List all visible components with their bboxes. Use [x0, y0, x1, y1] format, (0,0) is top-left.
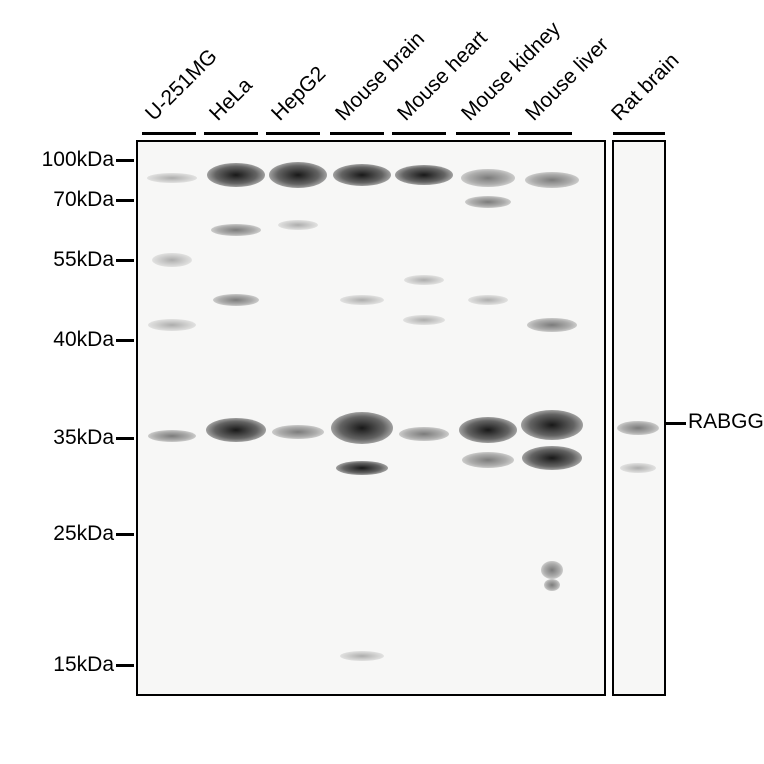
blot-band [336, 461, 388, 475]
blot-band [148, 430, 196, 442]
mw-label: 55kDa [20, 248, 114, 272]
blot-band [525, 172, 579, 188]
mw-tick [116, 533, 134, 536]
blot-band [211, 224, 261, 236]
blot-band [333, 164, 391, 186]
mw-tick [116, 159, 134, 162]
mw-tick [116, 437, 134, 440]
blot-band [521, 410, 583, 440]
blot-band [541, 561, 563, 579]
blot-band [527, 318, 577, 332]
mw-label: 100kDa [20, 148, 114, 172]
blot-band [340, 295, 384, 305]
blot-band [465, 196, 511, 208]
mw-tick [116, 199, 134, 202]
blot-band [272, 425, 324, 439]
blot-band [404, 275, 444, 285]
lane-label: HepG2 [267, 62, 331, 126]
blot-band [340, 651, 384, 661]
blot-band [461, 169, 515, 187]
lane-tick [330, 132, 384, 135]
blot-band [522, 446, 582, 470]
blot-band [213, 294, 259, 306]
mw-label: 35kDa [20, 426, 114, 450]
lane-tick [456, 132, 510, 135]
blot-band [462, 452, 514, 468]
blot-frame-secondary [612, 140, 666, 696]
mw-tick [116, 259, 134, 262]
lane-label: HeLa [205, 74, 257, 126]
blot-band [617, 421, 659, 435]
blot-band [148, 319, 196, 331]
lane-label: Rat brain [607, 49, 684, 126]
blot-band [278, 220, 318, 230]
blot-band [468, 295, 508, 305]
blot-band [331, 412, 393, 444]
blot-band [403, 315, 445, 325]
mw-tick [116, 339, 134, 342]
mw-label: 40kDa [20, 328, 114, 352]
blot-band [206, 418, 266, 442]
lane-tick [142, 132, 196, 135]
lane-tick [204, 132, 258, 135]
mw-label: 25kDa [20, 522, 114, 546]
mw-tick [116, 664, 134, 667]
blot-band [459, 417, 517, 443]
target-label: RABGGTB [688, 410, 764, 434]
figure-container: U-251MGHeLaHepG2Mouse brainMouse heartMo… [0, 0, 764, 764]
mw-label: 15kDa [20, 653, 114, 677]
blot-band [544, 579, 560, 591]
blot-band [207, 163, 265, 187]
lane-tick [392, 132, 446, 135]
lane-tick [613, 132, 665, 135]
blot-band [152, 253, 192, 267]
target-tick [666, 422, 686, 425]
blot-band [620, 463, 656, 473]
mw-label: 70kDa [20, 188, 114, 212]
blot-band [395, 165, 453, 185]
lane-tick [266, 132, 320, 135]
lane-tick [518, 132, 572, 135]
blot-band [399, 427, 449, 441]
blot-band [147, 173, 197, 183]
blot-band [269, 162, 327, 188]
